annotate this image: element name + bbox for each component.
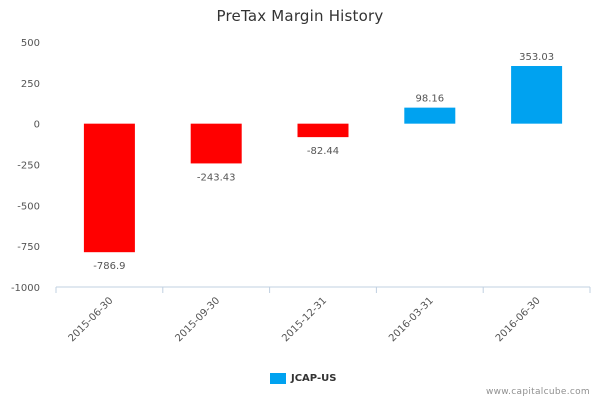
data-label: -786.9 [93,261,125,272]
y-tick-label: 0 [34,120,40,131]
x-tick-label: 2015-12-31 [280,295,329,344]
x-tick-label: 2015-09-30 [173,295,222,344]
data-label: 353.03 [519,52,554,63]
bar [404,107,456,124]
x-tick-label: 2016-06-30 [494,295,543,344]
data-label: -243.43 [197,172,236,183]
legend-swatch [270,373,286,384]
y-tick-label: 250 [21,79,40,90]
legend-label: JCAP-US [291,373,337,384]
y-tick-label: -250 [17,161,40,172]
x-tick-label: 2016-03-31 [387,295,436,344]
watermark: www.capitalcube.com [485,387,590,397]
y-tick-label: -1000 [11,283,40,294]
legend[interactable]: JCAP-US [270,373,336,384]
bar [190,123,242,164]
data-label: 98.16 [415,94,444,105]
chart-title: PreTax Margin History [216,7,384,25]
data-label: -82.44 [307,146,339,157]
y-tick-label: -500 [17,201,40,212]
x-tick-label: 2015-06-30 [67,295,116,344]
y-tick-label: 500 [21,38,40,49]
y-tick-label: -750 [17,242,40,253]
bar [297,123,349,138]
bar [83,123,135,253]
bar [511,66,563,124]
